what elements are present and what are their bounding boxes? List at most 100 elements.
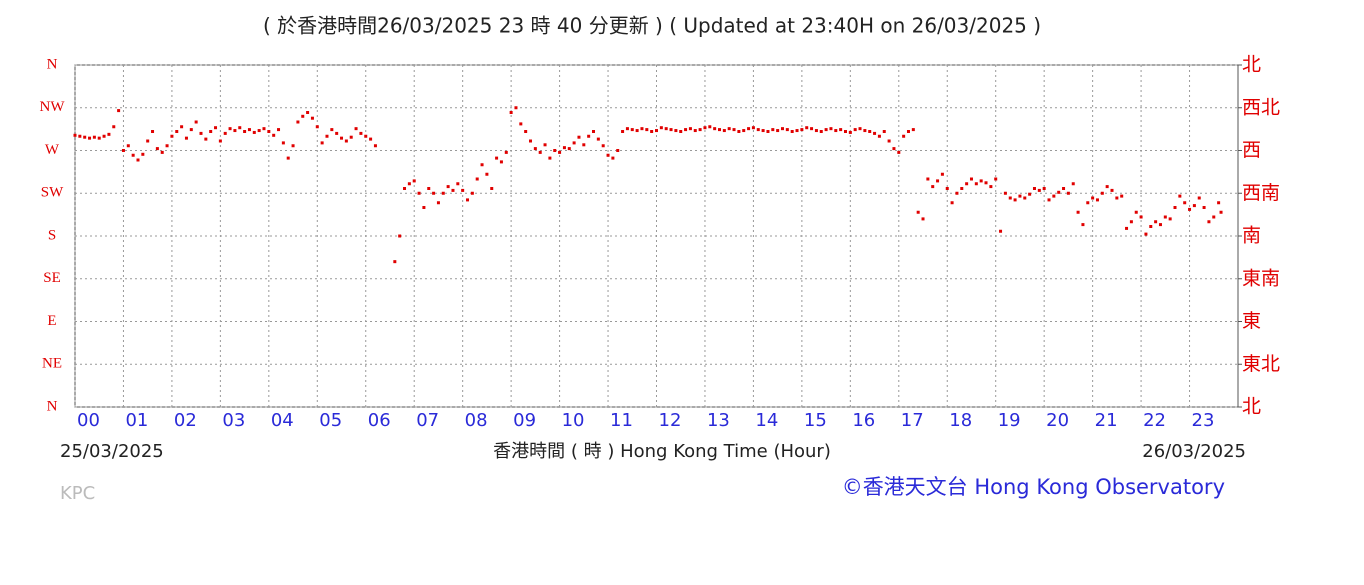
point bbox=[969, 177, 973, 181]
point bbox=[674, 129, 678, 133]
point bbox=[616, 149, 620, 152]
point bbox=[843, 130, 847, 133]
point bbox=[596, 137, 600, 141]
point bbox=[795, 129, 799, 133]
point bbox=[78, 134, 82, 138]
point bbox=[107, 132, 111, 136]
point bbox=[277, 128, 281, 132]
point bbox=[189, 128, 193, 132]
point bbox=[330, 128, 334, 132]
point bbox=[645, 128, 649, 132]
point bbox=[1158, 223, 1162, 227]
point bbox=[688, 127, 692, 131]
point bbox=[485, 172, 489, 176]
point bbox=[790, 130, 794, 133]
point bbox=[170, 134, 174, 138]
x-tick-label: 04 bbox=[271, 410, 294, 431]
point bbox=[562, 146, 566, 150]
y-tick-label: SE bbox=[43, 270, 61, 286]
point bbox=[965, 182, 969, 186]
point bbox=[1125, 226, 1129, 230]
point bbox=[83, 135, 87, 139]
point bbox=[315, 125, 319, 129]
point bbox=[567, 147, 571, 151]
point bbox=[897, 150, 901, 154]
point bbox=[1217, 201, 1221, 205]
point bbox=[296, 120, 300, 124]
point bbox=[456, 182, 460, 186]
point bbox=[693, 129, 697, 133]
y2-tick-label: 北 bbox=[1242, 396, 1261, 418]
y-tick-label: W bbox=[45, 142, 60, 158]
point bbox=[1168, 217, 1172, 221]
point bbox=[936, 179, 940, 183]
point bbox=[558, 150, 562, 154]
x-tick-label: 09 bbox=[513, 410, 536, 431]
point bbox=[722, 129, 726, 133]
point bbox=[882, 130, 886, 133]
point bbox=[1095, 198, 1099, 202]
point bbox=[703, 126, 707, 130]
point bbox=[102, 134, 106, 138]
point bbox=[606, 153, 610, 157]
point bbox=[529, 139, 533, 143]
point bbox=[848, 130, 852, 134]
point bbox=[306, 111, 310, 114]
point bbox=[286, 156, 290, 160]
point bbox=[839, 128, 843, 132]
point bbox=[800, 128, 804, 132]
point bbox=[679, 130, 683, 133]
x-tick-label: 14 bbox=[755, 410, 778, 431]
point bbox=[175, 130, 179, 133]
point bbox=[945, 187, 949, 190]
point bbox=[1071, 182, 1075, 186]
point bbox=[1120, 194, 1124, 198]
credit: ©香港天文台 Hong Kong Observatory bbox=[842, 475, 1225, 499]
point bbox=[868, 130, 872, 133]
point bbox=[950, 201, 954, 205]
point bbox=[635, 129, 639, 133]
point bbox=[737, 130, 741, 133]
point bbox=[490, 187, 494, 190]
point bbox=[916, 210, 920, 214]
point bbox=[819, 130, 823, 133]
point bbox=[640, 127, 644, 131]
point bbox=[1212, 215, 1216, 219]
point bbox=[504, 150, 508, 154]
point bbox=[659, 126, 663, 130]
x-tick-label: 20 bbox=[1046, 410, 1069, 431]
point bbox=[911, 128, 915, 132]
point bbox=[887, 139, 891, 143]
point bbox=[708, 125, 712, 129]
point bbox=[1023, 196, 1027, 200]
point bbox=[1163, 215, 1167, 219]
y2-tick-label: 西南 bbox=[1242, 182, 1280, 204]
x-tick-label: 13 bbox=[707, 410, 730, 431]
point bbox=[592, 130, 596, 133]
point bbox=[766, 130, 770, 133]
point bbox=[209, 130, 213, 133]
x-axis-label: 香港時間 ( 時 ) Hong Kong Time (Hour) bbox=[493, 441, 831, 462]
point bbox=[499, 160, 503, 164]
point bbox=[538, 150, 542, 154]
point bbox=[1207, 220, 1211, 224]
point bbox=[97, 136, 101, 140]
point bbox=[1110, 188, 1114, 192]
point bbox=[369, 137, 373, 141]
start-date: 25/03/2025 bbox=[60, 441, 164, 462]
point bbox=[1008, 196, 1012, 200]
x-tick-label: 00 bbox=[77, 410, 100, 431]
point bbox=[262, 127, 266, 131]
point bbox=[1076, 210, 1080, 214]
point bbox=[340, 136, 344, 140]
x-tick-label: 16 bbox=[852, 410, 875, 431]
point bbox=[1013, 198, 1017, 202]
point bbox=[228, 127, 232, 131]
point bbox=[650, 130, 654, 133]
y2-tick-label: 南 bbox=[1242, 225, 1261, 247]
y-tick-label: S bbox=[48, 227, 56, 243]
point bbox=[1197, 196, 1201, 200]
x-tick-label: 12 bbox=[659, 410, 682, 431]
x-tick-label: 21 bbox=[1095, 410, 1118, 431]
